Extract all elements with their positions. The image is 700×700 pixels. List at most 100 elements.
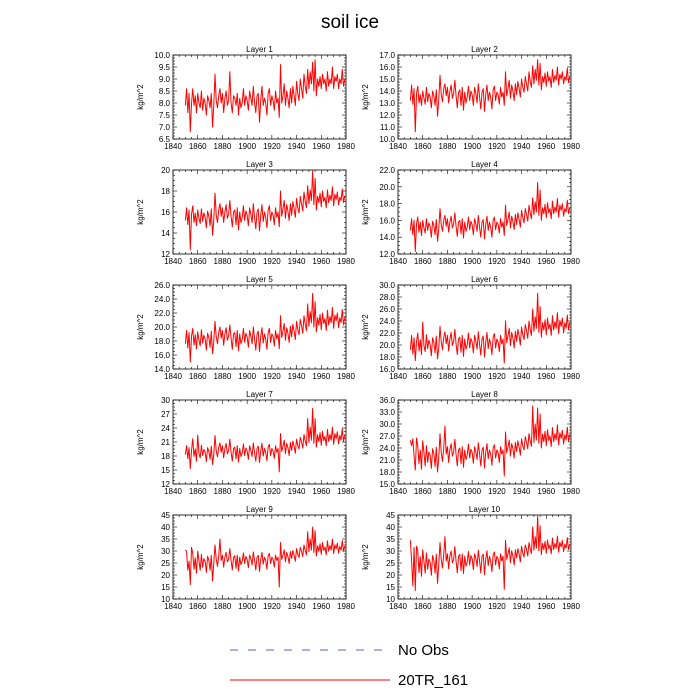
panel-title: Layer 7 [246, 390, 273, 399]
series-line-20tr161 [184, 407, 346, 473]
x-tick-label: 1920 [263, 487, 281, 496]
figure-title: soil ice [321, 12, 379, 33]
y-tick-label: 8.0 [159, 99, 171, 108]
y-axis-label: kg/m^2 [136, 84, 145, 110]
y-tick-label: 30.0 [379, 281, 395, 290]
x-tick-label: 1940 [288, 142, 306, 151]
y-tick-label: 9.5 [159, 63, 171, 72]
x-tick-label: 1940 [288, 602, 306, 611]
x-tick-label: 1860 [189, 372, 207, 381]
series-line-20tr161 [409, 182, 571, 252]
x-tick-label: 1960 [312, 142, 330, 151]
y-tick-label: 25 [386, 559, 395, 568]
y-tick-label: 15 [161, 466, 170, 475]
panel-layer-9: Layer 9 1840 1860 1880 1900 1920 1940 1960 1980 1… [136, 505, 355, 611]
y-tick-label: 20 [386, 571, 395, 580]
x-tick-label: 1960 [537, 372, 555, 381]
y-tick-label: 18.0 [379, 353, 395, 362]
plot-frame [397, 169, 572, 255]
y-tick-label: 18.0 [379, 200, 395, 209]
x-tick-label: 1840 [389, 372, 407, 381]
x-tick-label: 1840 [389, 602, 407, 611]
y-tick-label: 16.0 [379, 365, 395, 374]
x-tick-label: 1960 [312, 257, 330, 266]
x-tick-label: 1980 [337, 487, 355, 496]
y-tick-label: 25 [161, 559, 170, 568]
x-tick-label: 1880 [439, 372, 457, 381]
y-tick-label: 12.0 [379, 250, 395, 259]
legend-no-obs-label: No Obs [398, 642, 449, 659]
x-tick-label: 1860 [189, 602, 207, 611]
x-tick-label: 1860 [414, 257, 432, 266]
x-tick-label: 1900 [238, 142, 256, 151]
y-tick-label: 18 [161, 187, 170, 196]
panel-title: Layer 5 [246, 275, 273, 284]
x-tick-label: 1940 [288, 372, 306, 381]
y-axis-label: kg/m^2 [361, 84, 370, 110]
y-tick-label: 16 [161, 208, 170, 217]
y-tick-label: 24.0 [379, 317, 395, 326]
x-tick-label: 1940 [288, 487, 306, 496]
y-tick-label: 7.5 [159, 111, 171, 120]
x-tick-label: 1980 [562, 372, 580, 381]
panel-layer-10: Layer 10 1840 1860 1880 1900 1920 1940 1960 1980… [361, 505, 580, 611]
x-tick-label: 1840 [164, 602, 182, 611]
panel-layer-3: Layer 3 1840 1860 1880 1900 1920 1940 1960 1980 1… [136, 160, 355, 266]
x-tick-label: 1960 [312, 602, 330, 611]
y-tick-label: 10 [161, 595, 170, 604]
panel-title: Layer 8 [471, 390, 498, 399]
x-tick-label: 1920 [488, 602, 506, 611]
panel-layer-5: Layer 5 1840 1860 1880 1900 1920 1940 1960 1980 1… [136, 275, 355, 381]
panel-title: Layer 4 [471, 160, 498, 169]
x-tick-label: 1840 [164, 142, 182, 151]
y-tick-label: 16.0 [379, 216, 395, 225]
y-axis-label: kg/m^2 [136, 429, 145, 455]
y-tick-label: 24 [161, 424, 170, 433]
x-tick-label: 1880 [214, 602, 232, 611]
x-tick-label: 1940 [513, 372, 531, 381]
x-tick-label: 1920 [263, 602, 281, 611]
panel-layer-4: Layer 4 1840 1860 1880 1900 1920 1940 1960 1980 1… [361, 160, 580, 266]
x-tick-label: 1960 [537, 602, 555, 611]
series-line-20tr161 [184, 526, 346, 588]
y-tick-label: 36.0 [379, 396, 395, 405]
x-tick-label: 1880 [214, 257, 232, 266]
x-tick-label: 1900 [463, 142, 481, 151]
x-tick-label: 1980 [337, 372, 355, 381]
y-tick-label: 7.0 [159, 123, 171, 132]
x-tick-label: 1840 [164, 257, 182, 266]
plot-frame [172, 54, 347, 140]
y-tick-label: 18.0 [379, 468, 395, 477]
x-tick-label: 1900 [238, 372, 256, 381]
y-tick-label: 35 [386, 535, 395, 544]
legend: No Obs 20TR_161 [230, 642, 468, 689]
x-tick-label: 1880 [439, 257, 457, 266]
x-tick-label: 1860 [189, 257, 207, 266]
panel-layer-2: Layer 2 1840 1860 1880 1900 1920 1940 1960 1980 1… [361, 45, 580, 151]
y-tick-label: 16.0 [154, 351, 170, 360]
series-line-20tr161 [184, 170, 346, 251]
x-tick-label: 1960 [312, 487, 330, 496]
y-tick-label: 20.0 [379, 183, 395, 192]
panel-title: Layer 9 [246, 505, 273, 514]
panel-title: Layer 6 [471, 275, 498, 284]
y-axis-label: kg/m^2 [136, 199, 145, 225]
x-tick-label: 1900 [463, 257, 481, 266]
x-tick-label: 1880 [439, 487, 457, 496]
x-tick-label: 1980 [562, 487, 580, 496]
y-tick-label: 22.0 [379, 329, 395, 338]
y-tick-label: 40 [386, 523, 395, 532]
x-tick-label: 1940 [513, 602, 531, 611]
x-tick-label: 1980 [337, 142, 355, 151]
y-axis-label: kg/m^2 [361, 199, 370, 225]
x-tick-label: 1980 [562, 257, 580, 266]
x-tick-label: 1920 [488, 257, 506, 266]
y-tick-label: 30 [386, 547, 395, 556]
y-tick-label: 28.0 [379, 293, 395, 302]
y-tick-label: 26.0 [154, 281, 170, 290]
y-tick-label: 15.0 [379, 480, 395, 489]
y-tick-label: 10 [386, 595, 395, 604]
x-tick-label: 1880 [214, 372, 232, 381]
y-tick-label: 30 [161, 547, 170, 556]
x-tick-label: 1840 [164, 487, 182, 496]
